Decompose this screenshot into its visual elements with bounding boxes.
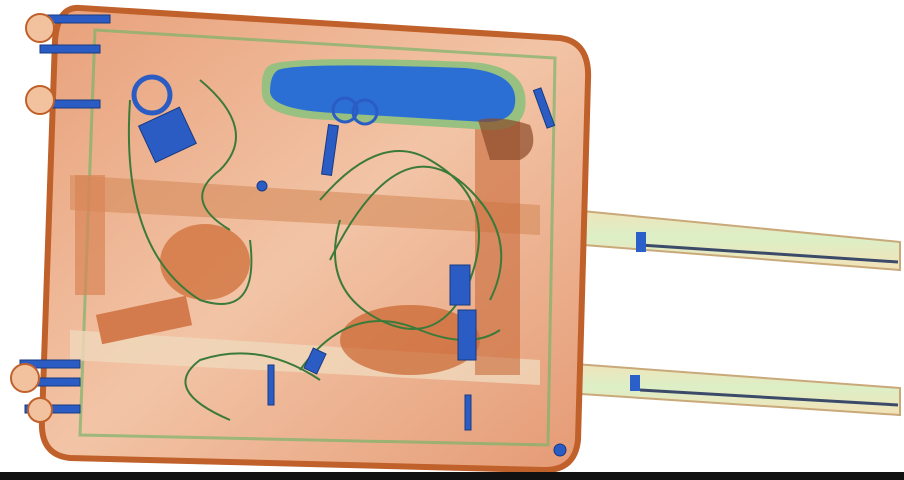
wheels <box>10 13 55 423</box>
trolley-handle <box>519 203 901 417</box>
metal-parts <box>19 14 567 457</box>
dense-object <box>261 59 534 160</box>
bottom-bar <box>0 472 904 480</box>
